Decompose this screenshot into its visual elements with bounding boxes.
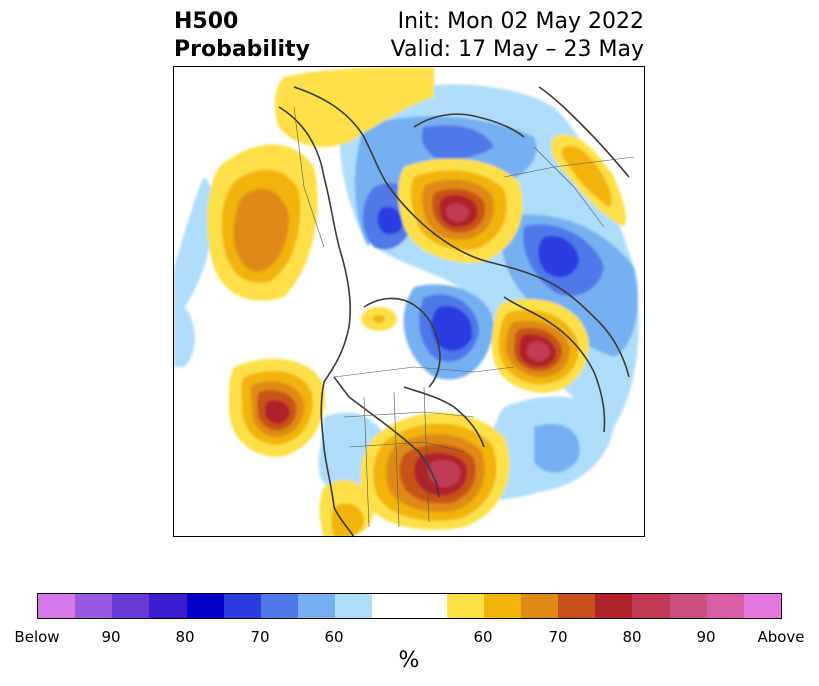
colorbar-swatch <box>260 594 299 618</box>
colorbar-swatch <box>298 594 336 618</box>
forecast-dates: Init: Mon 02 May 2022 Valid: 17 May – 23… <box>391 8 644 64</box>
colorbar-swatch <box>669 594 707 618</box>
colorbar-tick-label: 70 <box>548 628 568 646</box>
colorbar-swatch <box>335 594 373 618</box>
valid-date: Valid: 17 May – 23 May <box>390 37 644 62</box>
init-date: Init: Mon 02 May 2022 <box>397 9 644 34</box>
colorbar-tick-label: Above <box>757 628 805 646</box>
colorbar-swatch <box>38 594 76 618</box>
colorbar-swatch <box>112 594 150 618</box>
colorbar-units-label: % <box>398 648 420 673</box>
colorbar-tick-label: 90 <box>101 628 121 646</box>
coastlines <box>278 86 630 536</box>
map-title: H500 Probability <box>174 8 310 64</box>
colorbar-tick-label: 90 <box>696 628 716 646</box>
probability-shading <box>174 67 639 536</box>
colorbar-swatch <box>446 594 484 618</box>
probability-colorbar <box>37 593 782 619</box>
colorbar-swatch <box>632 594 670 618</box>
colorbar-swatch <box>75 594 113 618</box>
colorbar-swatch <box>483 594 522 618</box>
colorbar-tick-label: 80 <box>622 628 642 646</box>
probability-map <box>173 66 645 537</box>
colorbar-swatch <box>743 594 782 618</box>
title-line-1: H500 <box>174 9 239 34</box>
map-canvas <box>174 67 639 536</box>
colorbar-swatch <box>558 594 596 618</box>
colorbar-swatch <box>706 594 744 618</box>
colorbar-tick-label: 60 <box>324 628 344 646</box>
colorbar-swatch <box>521 594 559 618</box>
colorbar-swatch <box>223 594 261 618</box>
colorbar-swatch <box>372 594 447 618</box>
colorbar-swatch <box>186 594 224 618</box>
colorbar-tick-label: 60 <box>473 628 493 646</box>
political-borders <box>293 106 635 528</box>
colorbar-tick-label: Below <box>14 628 60 646</box>
colorbar-swatch <box>595 594 633 618</box>
colorbar-tick-label: 80 <box>175 628 195 646</box>
colorbar-tick-label: 70 <box>250 628 270 646</box>
colorbar-swatch <box>149 594 187 618</box>
title-line-2: Probability <box>174 37 310 62</box>
